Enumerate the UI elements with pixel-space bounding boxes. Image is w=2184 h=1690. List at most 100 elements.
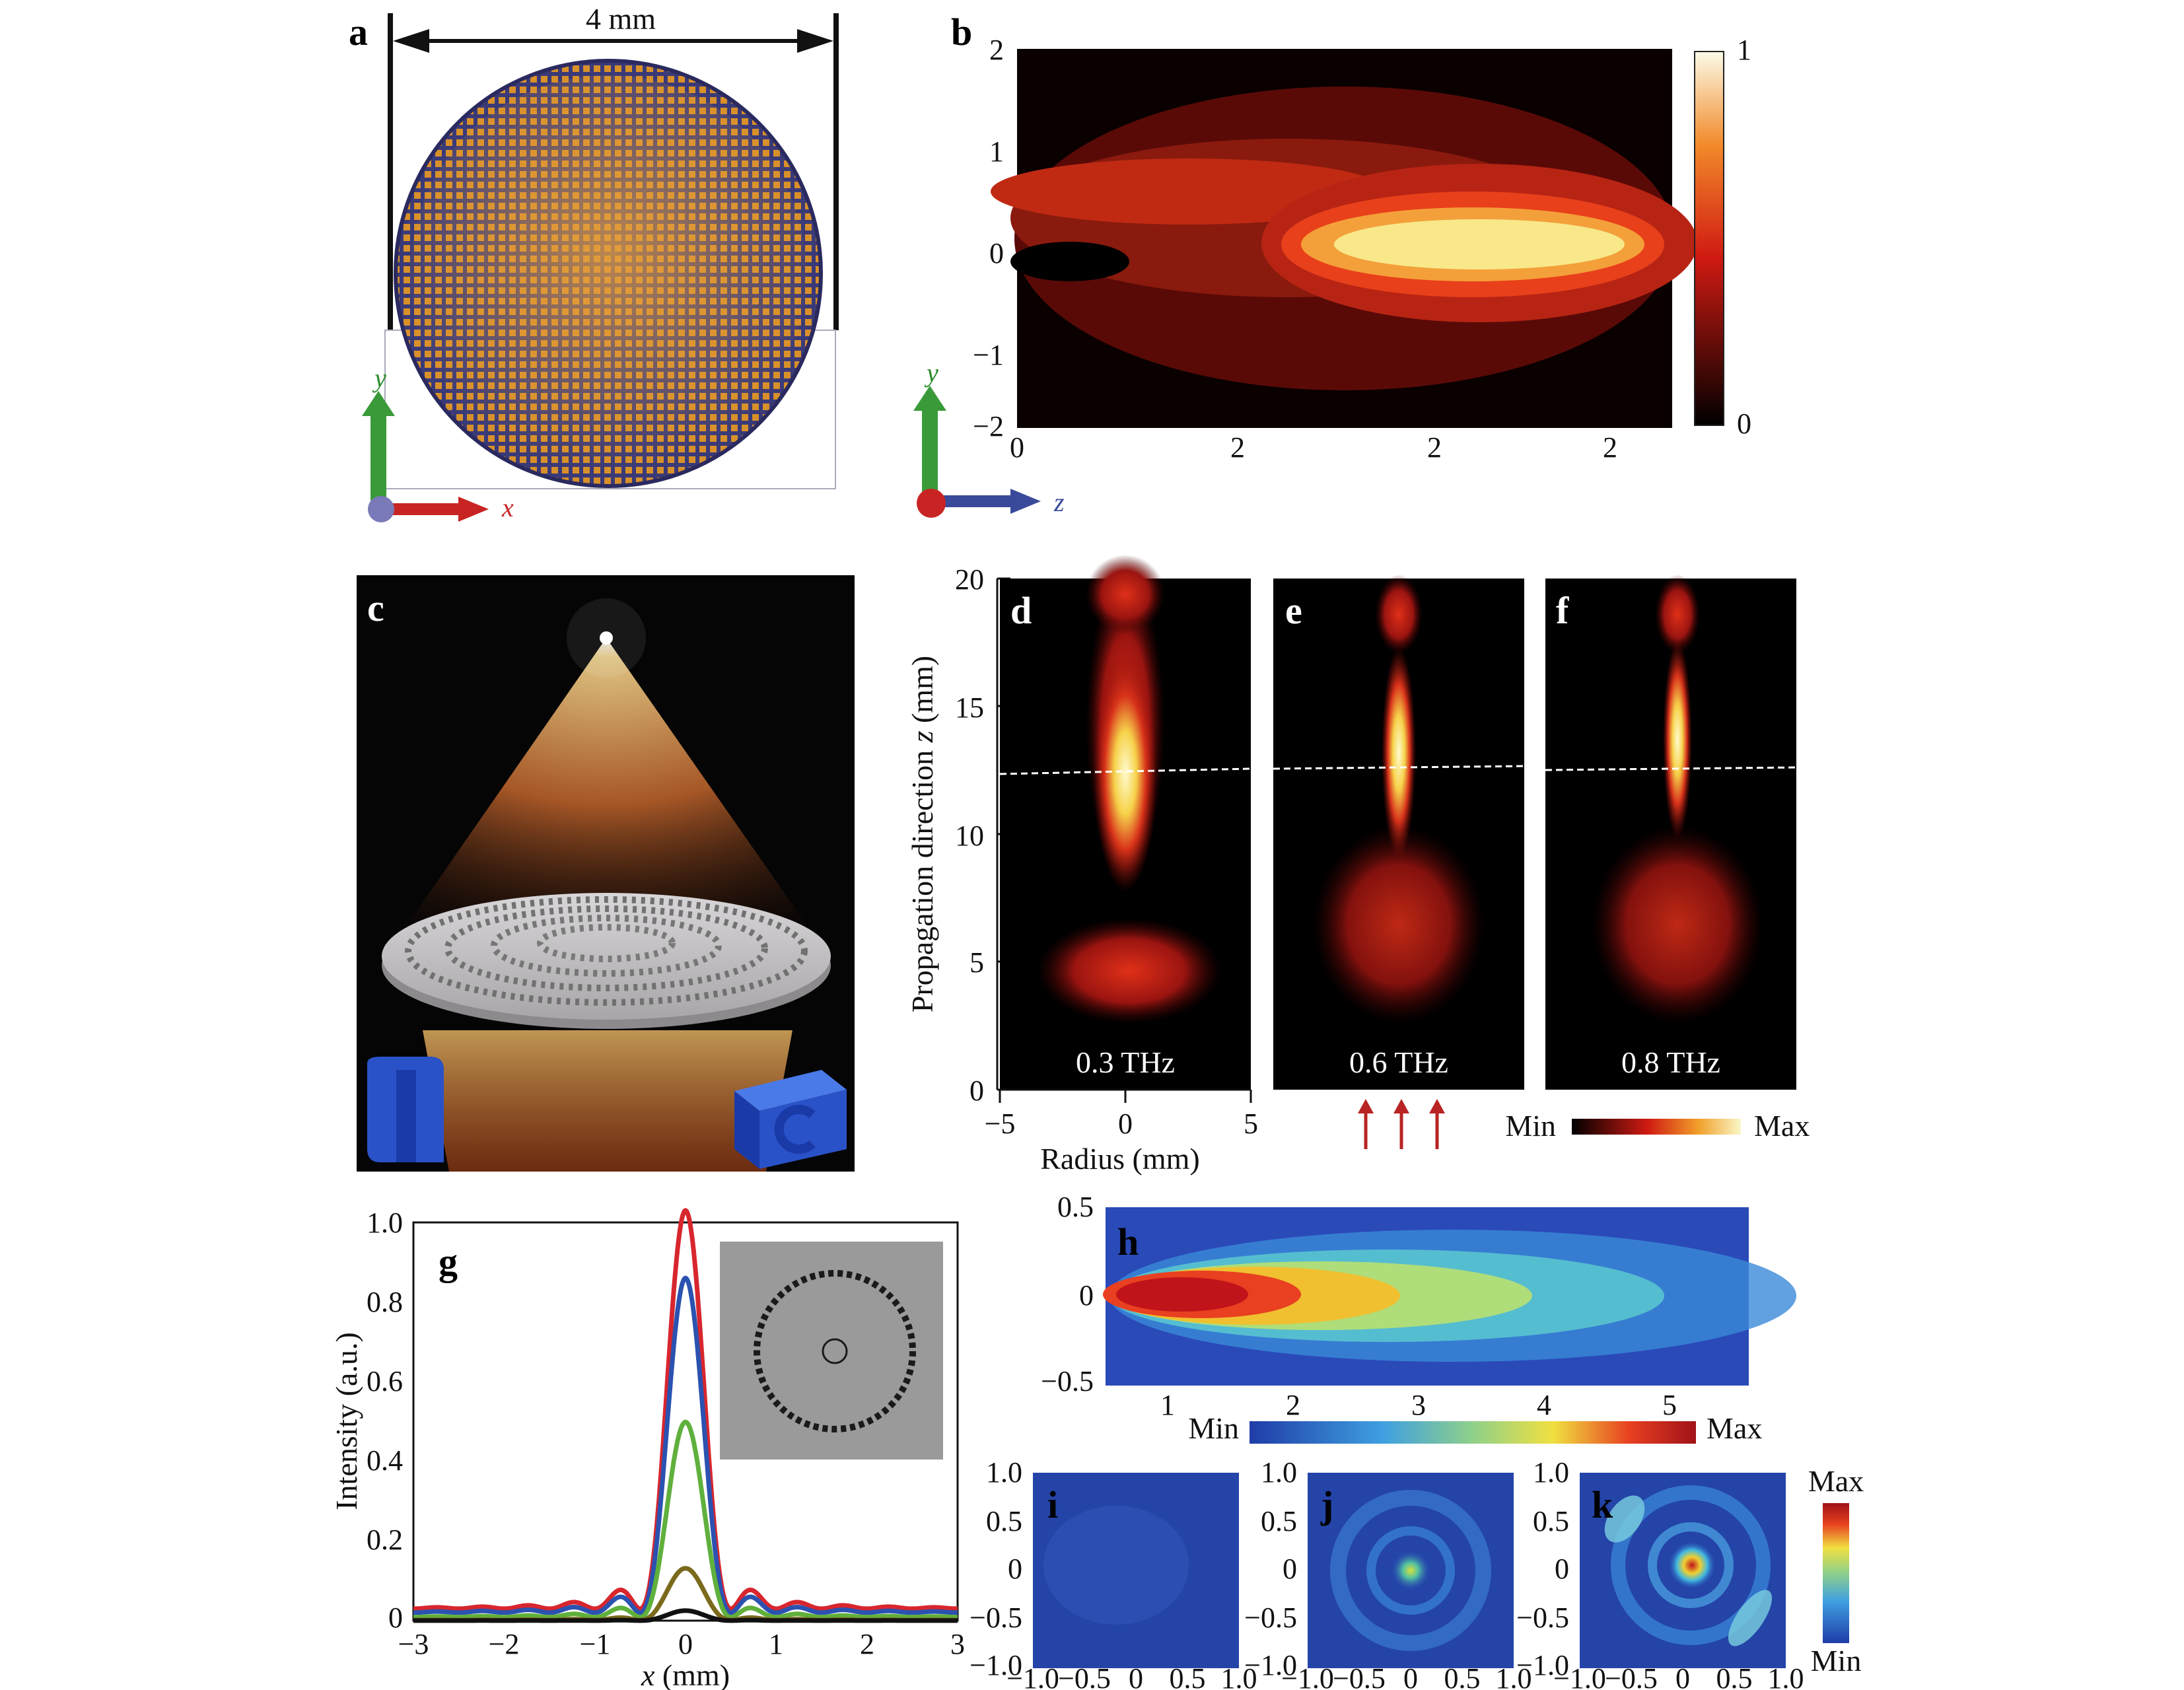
svg-text:20: 20 [955,563,984,596]
h-colorbar-min: Min [1188,1411,1239,1445]
svg-text:0.5: 0.5 [1533,1505,1569,1537]
g-series-line-3 [413,1419,958,1620]
panel-a: a 4 mm y x [349,2,839,522]
panel-a-letter: a [349,11,368,53]
k-focal-spot [1668,1541,1716,1589]
svg-text:0.5: 0.5 [1057,1191,1094,1223]
c-lower-beam [423,1030,793,1172]
g-y-label: Intensity (a.u.) [330,1332,363,1510]
svg-text:−1.0: −1.0 [1516,1649,1569,1681]
b-x-axis-dot [917,489,946,518]
k-colorbar-min: Min [1811,1644,1862,1677]
i-y-ticks: 1.0 0.5 0 −0.5 −1.0 [969,1456,1022,1681]
svg-text:2: 2 [1230,431,1245,464]
j-focal-spot [1391,1551,1430,1590]
svg-text:−2: −2 [973,410,1004,442]
b-colorbar-min: 0 [1737,407,1751,440]
panel-j-letter: j [1320,1483,1333,1526]
svg-text:−0.5: −0.5 [1244,1602,1297,1634]
f-frequency-label: 0.8 THz [1621,1045,1720,1079]
c-cube-c-icon [734,1070,847,1169]
svg-text:1.0: 1.0 [367,1207,403,1239]
svg-text:−0.5: −0.5 [969,1602,1022,1634]
h-x-ticks: 1 2 3 4 5 [1160,1389,1677,1421]
svg-text:1: 1 [1160,1389,1175,1421]
svg-text:0: 0 [1129,1662,1143,1690]
svg-text:2: 2 [1603,431,1617,464]
svg-text:0.6: 0.6 [367,1365,403,1397]
svg-text:−1.0: −1.0 [1244,1649,1297,1681]
h-colorbar [1250,1421,1696,1444]
svg-text:−1.0: −1.0 [1281,1662,1334,1690]
panel-i-letter: i [1047,1483,1058,1526]
svg-text:−1.0: −1.0 [1553,1662,1606,1690]
svg-text:−2: −2 [489,1628,520,1660]
a-y-label: y [372,363,386,393]
panel-b-letter: b [951,11,972,53]
svg-text:2: 2 [860,1628,874,1660]
c-ring-resonator-icon [367,1057,444,1162]
a-left-arrowhead [393,29,429,53]
svg-text:0: 0 [1118,1108,1133,1140]
svg-text:0: 0 [1010,431,1024,464]
svg-text:0: 0 [1403,1662,1418,1690]
b-colorbar-max: 1 [1737,34,1751,66]
svg-text:0: 0 [1675,1662,1690,1690]
e-frequency-label: 0.6 THz [1349,1045,1448,1079]
panel-k-letter: k [1592,1483,1613,1526]
svg-text:0: 0 [1008,1553,1022,1585]
svg-text:−0.5: −0.5 [1058,1662,1111,1690]
b-x-ticks: 0 2 2 2 [1010,431,1617,464]
j-x-ticks: −1.0 −0.5 0 0.5 1.0 [1281,1662,1532,1690]
panel-b: b 2 1 0 −1 −2 0 2 2 2 1 0 y z [913,11,1751,518]
svg-text:3: 3 [950,1628,965,1660]
i-x-ticks: −1.0 −0.5 0 0.5 1.0 [1006,1662,1257,1690]
svg-text:−1: −1 [973,339,1004,371]
def-x-ticks: −5 0 5 [985,1090,1258,1140]
d-frequency-label: 0.3 THz [1076,1045,1175,1079]
svg-text:0.4: 0.4 [367,1444,403,1477]
panels-def: 20 15 10 5 0 Propagation direction z (mm… [905,555,1810,1176]
g-series-line-5 [413,1608,958,1623]
svg-text:0.5: 0.5 [1444,1662,1481,1690]
svg-text:−3: −3 [398,1628,429,1660]
a-disk-glow [410,75,806,472]
b-z-label: z [1053,487,1065,517]
panel-f-letter: f [1556,589,1569,632]
svg-text:0.8: 0.8 [367,1286,403,1318]
svg-text:1: 1 [989,135,1004,168]
svg-text:0.2: 0.2 [367,1524,403,1556]
svg-text:1.0: 1.0 [986,1456,1022,1489]
svg-text:−0.5: −0.5 [1041,1365,1094,1397]
svg-text:−0.5: −0.5 [1605,1662,1658,1690]
a-dimension-label: 4 mm [586,2,656,36]
svg-text:−0.5: −0.5 [1516,1602,1569,1634]
svg-text:2: 2 [989,34,1004,66]
def-colorbar-max: Max [1754,1109,1810,1143]
def-x-label: Radius (mm) [1040,1142,1199,1176]
h-colorbar-max: Max [1707,1411,1762,1445]
g-plot-frame [412,1221,959,1622]
k-colorbar [1823,1503,1849,1643]
b-z-axis-arrow [940,495,1012,507]
c-focal-point [600,631,613,645]
def-colorbar [1572,1119,1741,1135]
svg-text:15: 15 [955,691,984,724]
svg-text:5: 5 [1244,1108,1258,1140]
svg-text:1.0: 1.0 [1768,1662,1804,1690]
svg-text:2: 2 [1286,1389,1300,1421]
b-y-ticks: 2 1 0 −1 −2 [973,34,1004,442]
panel-h: h 0.5 0 −0.5 1 2 3 4 5 Min Max [1041,1191,1796,1445]
a-x-label: x [501,493,514,522]
panel-h-letter: h [1117,1220,1139,1263]
def-y-ticks: 20 15 10 5 0 [955,563,1010,1107]
svg-text:3: 3 [1411,1389,1426,1421]
svg-text:0: 0 [969,1074,984,1107]
svg-text:0: 0 [678,1628,693,1660]
svg-text:0: 0 [1555,1553,1569,1585]
k-x-ticks: −1.0 −0.5 0 0.5 1.0 [1553,1662,1804,1690]
j-y-ticks: 1.0 0.5 0 −0.5 −1.0 [1244,1456,1297,1681]
c-light-cone [375,638,839,971]
g-series-line-1 [413,1207,958,1611]
svg-text:5: 5 [969,946,984,979]
